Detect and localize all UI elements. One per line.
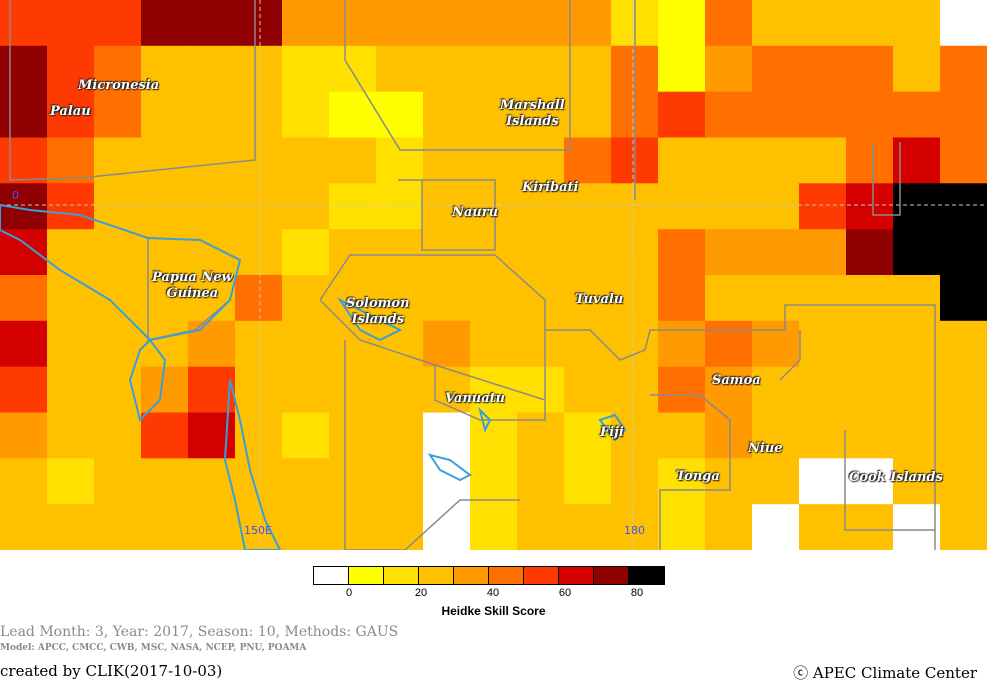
place-label-niue: Niue [748,441,783,456]
created-by: created by CLIK(2017-10-03) [0,662,223,680]
place-label-samoa: Samoa [712,373,761,388]
colorbar-tick-0: 0 [345,587,353,599]
colorbar-swatch-4 [454,567,489,584]
latitude-label-0: 0 [12,189,19,202]
colorbar-tick-40: 40 [486,587,500,599]
colorbar-swatch-2 [384,567,419,584]
colorbar-swatch-1 [349,567,384,584]
place-label-marshall: Marshall Islands [500,98,565,129]
lead-month-info: Lead Month: 3, Year: 2017, Season: 10, M… [0,624,399,640]
colorbar-swatch-3 [419,567,454,584]
colorbar-swatch-9 [629,567,664,584]
colorbar-title: Heidke Skill Score [441,604,546,618]
place-label-vanuatu: Vanuatu [445,391,506,406]
place-label-palau: Palau [50,104,91,119]
place-label-nauru: Nauru [452,205,499,220]
copyright: ⓒ APEC Climate Center [793,664,977,682]
colorbar-swatch-5 [489,567,524,584]
model-list: Model: APCC, CMCC, CWB, MSC, NASA, NCEP,… [0,643,307,653]
colorbar-tick-60: 60 [558,587,572,599]
skill-score-map: 0 150E 180 [0,0,987,551]
colorbar-swatch-0 [314,567,349,584]
colorbar-tick-20: 20 [414,587,428,599]
place-label-png: Papua New Guinea [152,270,233,301]
colorbar-swatch-6 [524,567,559,584]
longitude-label-150e: 150E [244,524,272,537]
colorbar [313,566,665,585]
place-label-solomon: Solomon Islands [346,296,410,327]
place-label-cook: Cook Islands [849,470,943,485]
place-label-kiribati: Kiribati [522,180,579,195]
map-raster: 0 150E 180 [0,0,987,551]
colorbar-swatch-8 [594,567,629,584]
longitude-label-180: 180 [624,524,645,537]
colorbar-tick-80: 80 [630,587,644,599]
place-label-tuvalu: Tuvalu [575,292,624,307]
place-label-tonga: Tonga [676,469,720,484]
place-label-micronesia: Micronesia [78,78,160,93]
colorbar-swatch-7 [559,567,594,584]
place-label-fiji: Fiji [600,425,624,440]
